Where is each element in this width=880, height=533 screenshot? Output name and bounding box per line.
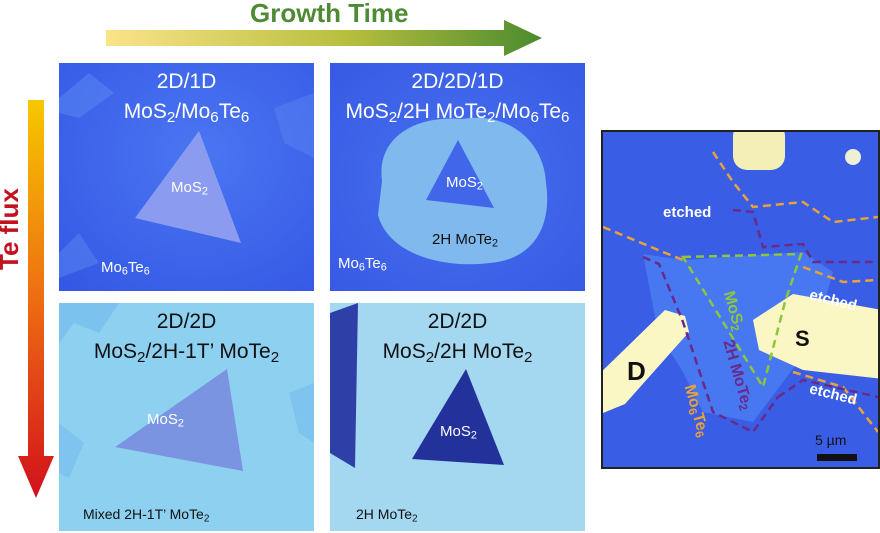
- te-flux-label: Te flux: [0, 188, 24, 270]
- corner-label: Mixed 2H-1T’ MoTe2: [83, 506, 210, 525]
- mos2-outline: [680, 252, 803, 391]
- panel-title-line1: 2D/2D: [156, 310, 217, 333]
- drain-label: D: [627, 356, 646, 386]
- etched-label: etched: [663, 204, 712, 221]
- source-electrode: [753, 294, 878, 379]
- mos2-triangle: [115, 369, 243, 471]
- panel-title-line2: MoS2/Mo6Te6: [123, 100, 250, 126]
- panel-title-line1: 2D/2D: [427, 310, 488, 333]
- region-label: 2H MoTe2: [432, 231, 499, 250]
- device-micrograph: etched etched etched D S MoS2 2H MoTe2 M…: [601, 130, 880, 469]
- triangle-label: MoS2: [446, 174, 483, 193]
- corner-label: 2H MoTe2: [356, 506, 418, 525]
- panel-title-line1: 2D/2D/1D: [411, 70, 504, 93]
- scale-bar: [817, 454, 857, 461]
- panel-2d-2d-2h: 2D/2D MoS2/2H MoTe2 MoS2 2H MoTe2: [330, 303, 585, 531]
- source-label: S: [795, 326, 810, 351]
- growth-time-label: Growth Time: [250, 0, 409, 28]
- panel-2d-2d-mixed: 2D/2D MoS2/2H-1T’ MoTe2 MoS2 Mixed 2H-1T…: [59, 303, 314, 531]
- corner-label: Mo6Te6: [338, 255, 387, 274]
- triangle-label: MoS2: [440, 423, 477, 442]
- panel-title-line1: 2D/1D: [156, 70, 217, 93]
- te-flux-arrow: [18, 100, 54, 498]
- corner-label: Mo6Te6: [101, 259, 150, 278]
- panel-2d-2d-1d: 2D/2D/1D MoS2/2H MoTe2/Mo6Te6 MoS2 2H Mo…: [330, 63, 585, 291]
- mos2-triangle: [412, 369, 504, 465]
- panel-2d-1d: 2D/1D MoS2/Mo6Te6 MoS2 Mo6Te6: [59, 63, 314, 291]
- drain-electrode: [603, 310, 689, 413]
- top-contact: [733, 132, 785, 170]
- scale-bar-label: 5 µm: [815, 432, 847, 448]
- mote2-region: [643, 252, 833, 422]
- mos2-triangle: [426, 140, 494, 208]
- dark-flake: [330, 303, 358, 468]
- triangle-label: MoS2: [171, 179, 208, 198]
- panel-title-line2: MoS2/2H MoTe2/Mo6Te6: [345, 100, 570, 126]
- triangle-label: MoS2: [147, 411, 184, 430]
- panel-title-line2: MoS2/2H MoTe2: [382, 340, 533, 366]
- mos2-triangle: [135, 131, 241, 243]
- panel-title-line2: MoS2/2H-1T’ MoTe2: [93, 340, 280, 366]
- growth-time-arrow: [106, 20, 542, 56]
